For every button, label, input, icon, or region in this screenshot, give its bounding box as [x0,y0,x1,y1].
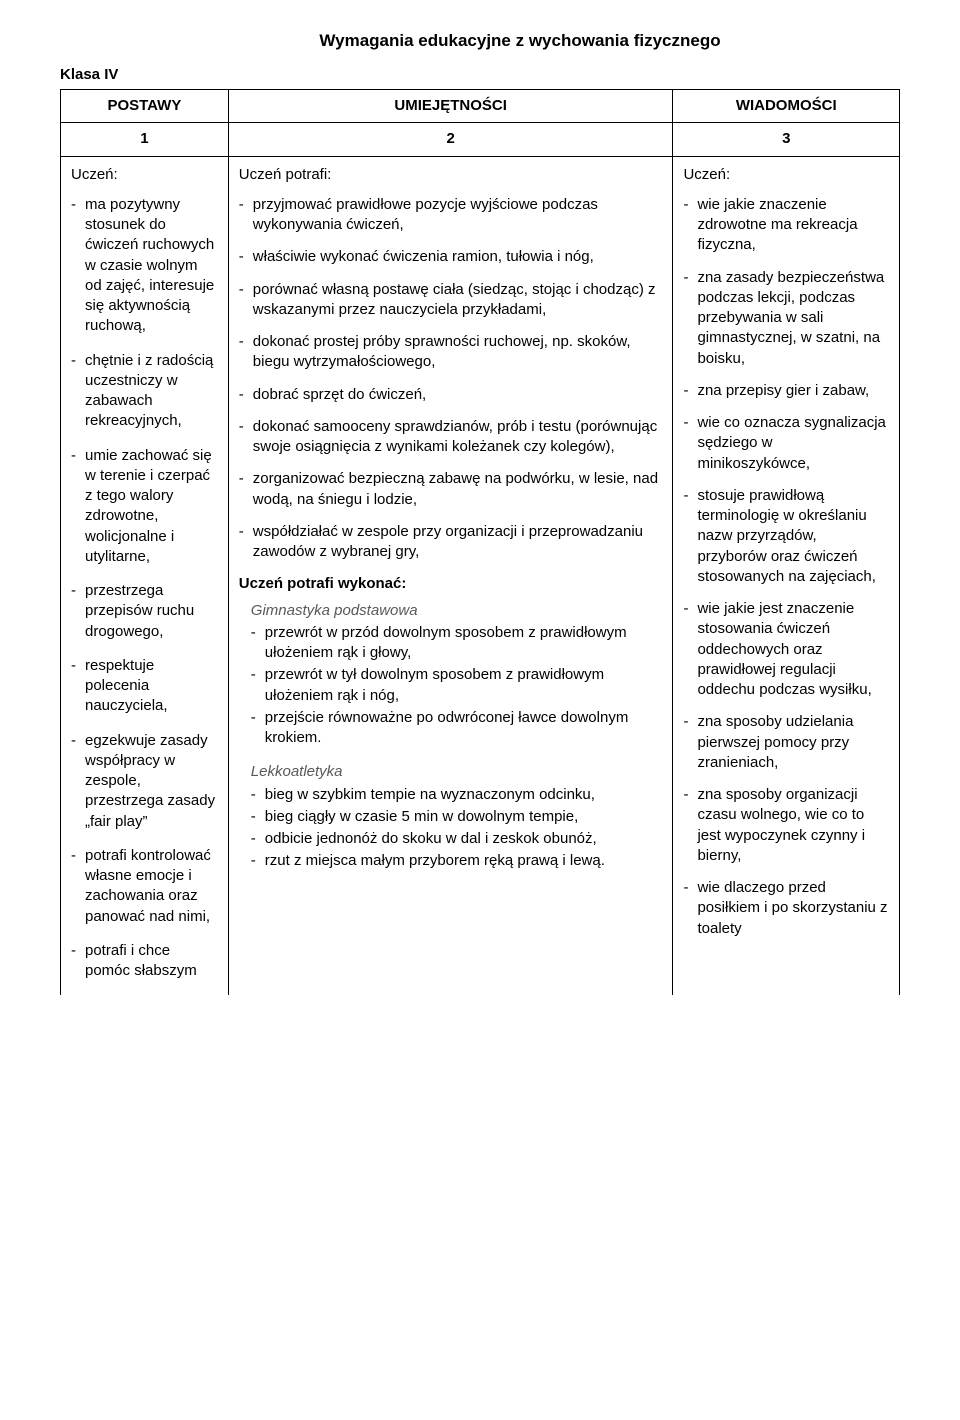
umiejetnosci-lead: Uczeń potrafi: [239,165,663,185]
list-item: zna zasady bezpieczeństwa podczas lekcji… [683,268,889,369]
list-item: potrafi kontrolować własne emocje i zach… [71,846,218,927]
list-item: współdziałać w zespole przy organizacji … [239,522,663,563]
colnum-1: 1 [61,123,229,156]
list-item: przestrzega przepisów ruchu drogowego, [71,581,218,642]
list-item: zna przepisy gier i zabaw, [683,381,889,401]
list-item: przewrót w przód dowolnym sposobem z pra… [251,623,663,664]
list-item: respektuje polecenia nauczyciela, [71,656,218,717]
list-item: potrafi i chce pomóc słabszym [71,941,218,982]
list-item: przyjmować prawidłowe pozycje wyjściowe … [239,195,663,236]
list-item: zna sposoby organizacji czasu wolnego, w… [683,785,889,866]
list-item: dokonać samooceny sprawdzianów, prób i t… [239,417,663,458]
list-item: dobrać sprzęt do ćwiczeń, [239,385,663,405]
postawy-list: ma pozytywny stosunek do ćwiczeń ruchowy… [71,195,218,982]
page: Wymagania edukacyjne z wychowania fizycz… [0,0,960,995]
list-item: porównać własną postawę ciała (siedząc, … [239,280,663,321]
list-item: wie jakie znaczenie zdrowotne ma rekreac… [683,195,889,256]
colnum-2: 2 [228,123,673,156]
header-wiadomosci: WIADOMOŚCI [673,90,900,123]
wiadomosci-lead: Uczeń: [683,165,889,185]
list-item: egzekwuje zasady współpracy w zespole, p… [71,731,218,832]
list-item: wie co oznacza sygnalizacja sędziego w m… [683,413,889,474]
requirements-table: POSTAWY UMIEJĘTNOŚCI WIADOMOŚCI 1 2 3 Uc… [60,89,900,995]
list-item: odbicie jednonóż do skoku w dal i zeskok… [251,829,663,849]
umiejetnosci-section-head: Uczeń potrafi wykonać: [239,574,663,594]
list-item: stosuje prawidłową terminologię w określ… [683,486,889,587]
list-item: rzut z miejsca małym przyborem ręką praw… [251,851,663,871]
subhead-lekkoatletyka: Lekkoatletyka [251,762,663,782]
postawy-lead: Uczeń: [71,165,218,185]
list-item: umie zachować się w terenie i czerpać z … [71,446,218,568]
lekkoatletyka-list: bieg w szybkim tempie na wyznaczonym odc… [239,785,663,872]
document-title: Wymagania edukacyjne z wychowania fizycz… [60,30,900,53]
list-item: ma pozytywny stosunek do ćwiczeń ruchowy… [71,195,218,337]
list-item: chętnie i z radością uczestniczy w zabaw… [71,351,218,432]
list-item: bieg w szybkim tempie na wyznaczonym odc… [251,785,663,805]
list-item: wie jakie jest znaczenie stosowania ćwic… [683,599,889,700]
list-item: przewrót w tył dowolnym sposobem z prawi… [251,665,663,706]
table-content-row: Uczeń: ma pozytywny stosunek do ćwiczeń … [61,156,900,995]
list-item: zna sposoby udzielania pierwszej pomocy … [683,712,889,773]
table-header-row: POSTAWY UMIEJĘTNOŚCI WIADOMOŚCI [61,90,900,123]
gimnastyka-list: przewrót w przód dowolnym sposobem z pra… [239,623,663,749]
cell-umiejetnosci: Uczeń potrafi: przyjmować prawidłowe poz… [228,156,673,995]
list-item: dokonać prostej próby sprawności ruchowe… [239,332,663,373]
cell-postawy: Uczeń: ma pozytywny stosunek do ćwiczeń … [61,156,229,995]
list-item: bieg ciągły w czasie 5 min w dowolnym te… [251,807,663,827]
list-item: przejście równoważne po odwróconej ławce… [251,708,663,749]
subhead-gimnastyka: Gimnastyka podstawowa [251,601,663,621]
list-item: zorganizować bezpieczną zabawę na podwór… [239,469,663,510]
list-item: właściwie wykonać ćwiczenia ramion, tuło… [239,247,663,267]
header-postawy: POSTAWY [61,90,229,123]
wiadomosci-list: wie jakie znaczenie zdrowotne ma rekreac… [683,195,889,939]
list-item: wie dlaczego przed posiłkiem i po skorzy… [683,878,889,939]
table-number-row: 1 2 3 [61,123,900,156]
class-label: Klasa IV [60,65,900,85]
umiejetnosci-list-1: przyjmować prawidłowe pozycje wyjściowe … [239,195,663,563]
colnum-3: 3 [673,123,900,156]
cell-wiadomosci: Uczeń: wie jakie znaczenie zdrowotne ma … [673,156,900,995]
header-umiejetnosci: UMIEJĘTNOŚCI [228,90,673,123]
